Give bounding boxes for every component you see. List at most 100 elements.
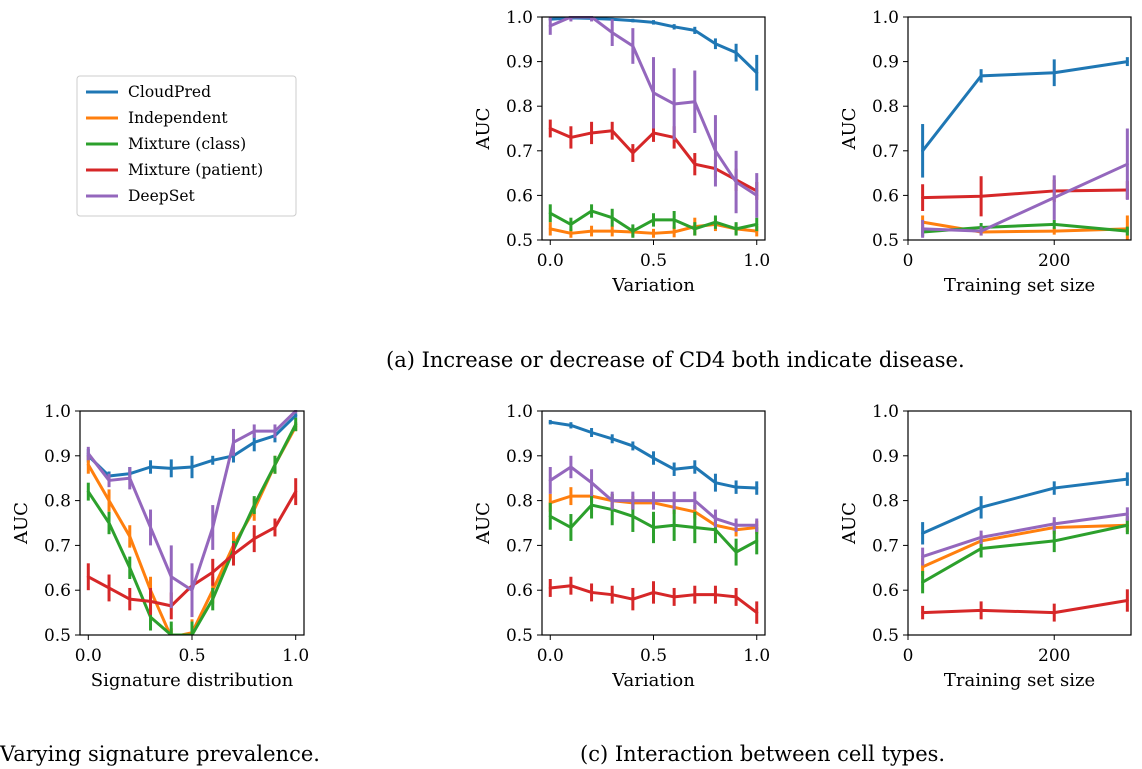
y-tick-label: 0.9 [44, 447, 71, 467]
x-axis-label: Signature distribution [91, 670, 294, 691]
y-tick-label: 0.7 [506, 142, 533, 162]
y-tick-label: 0.8 [506, 97, 533, 117]
y-tick-label: 0.6 [506, 581, 533, 601]
y-tick-label: 0.7 [872, 142, 899, 162]
chart-a-training: 0.5 0.6 0.7 0.8 0.9 1.0 0 200 Training set size A… [839, 8, 1132, 296]
y-tick-label: 0.5 [872, 231, 899, 251]
y-tick-label: 0.9 [872, 447, 899, 467]
y-tick-label: 0.6 [506, 186, 533, 206]
x-tick-label: 0.0 [537, 251, 564, 271]
series-mixture-class [921, 219, 1129, 237]
series-line-independent [921, 220, 1129, 234]
series-mixture-patient [548, 576, 759, 624]
legend-label: Mixture (patient) [128, 161, 263, 179]
legend-entry-mixture-patient: Mixture (patient) [86, 161, 263, 179]
plot-area [86, 410, 298, 635]
y-tick-label: 0.8 [872, 492, 899, 512]
plot-area [548, 419, 759, 624]
series-line-cloudpred [921, 477, 1129, 535]
legend-frame [76, 75, 297, 217]
series-mixture-class [548, 204, 759, 238]
legend-entry-mixture-class: Mixture (class) [86, 135, 246, 153]
y-tick-label: 0.7 [872, 536, 899, 556]
series-line-independent [921, 523, 1129, 569]
y-tick-label: 1.0 [872, 402, 899, 422]
y-tick-label: 0.9 [506, 447, 533, 467]
x-axis-label: Variation [611, 275, 695, 296]
y-tick-label: 0.6 [872, 186, 899, 206]
series-deepset [548, 455, 759, 532]
legend: CloudPred Independent Mixture (class) Mixtu… [76, 75, 297, 217]
x-axis-label: Training set size [944, 275, 1095, 296]
y-tick-label: 0.6 [44, 581, 71, 601]
plot-area [548, 16, 759, 238]
legend-label: Independent [128, 109, 228, 127]
series-line-mixture-patient [921, 188, 1129, 200]
y-tick-label: 0.5 [872, 626, 899, 646]
x-tick-label: 1.0 [282, 646, 309, 666]
y-axis-label: AUC [839, 502, 860, 545]
legend-entry-independent: Independent [86, 109, 228, 127]
axes-frame [907, 16, 1132, 241]
y-tick-label: 0.5 [44, 626, 71, 646]
y-tick-label: 0.9 [872, 53, 899, 73]
axes-frame [907, 410, 1132, 636]
y-tick-label: 0.8 [44, 492, 71, 512]
caption-a: (a) Increase or decrease of CD4 both ind… [386, 348, 965, 372]
series-line-deepset [921, 512, 1129, 559]
legend-label: CloudPred [128, 83, 211, 101]
series-mixture-patient [548, 119, 759, 200]
y-tick-label: 0.8 [872, 97, 899, 117]
series-deepset [548, 16, 759, 218]
series-cloudpred [921, 472, 1129, 545]
chart-c-training: 0.5 0.6 0.7 0.8 0.9 1.0 0 200 Training set size A… [839, 402, 1132, 691]
x-tick-label: 0.0 [75, 646, 102, 666]
legend-entry-deepset: DeepSet [86, 187, 195, 205]
series-line-cloudpred [921, 60, 1129, 153]
series-line-mixture-class [86, 422, 298, 635]
y-tick-label: 1.0 [872, 8, 899, 28]
y-tick-label: 0.7 [44, 536, 71, 556]
series-mixture-class [86, 417, 298, 635]
series-cloudpred [921, 57, 1129, 178]
y-tick-label: 1.0 [506, 402, 533, 422]
caption-b: Varying signature prevalence. [0, 742, 320, 766]
x-tick-label: 0 [903, 646, 914, 666]
y-tick-label: 0.7 [506, 536, 533, 556]
x-tick-label: 200 [1038, 646, 1070, 666]
x-tick-label: 1.0 [743, 251, 770, 271]
series-mixture-patient [921, 589, 1129, 622]
x-tick-label: 0.5 [178, 646, 205, 666]
x-axis-label: Training set size [944, 670, 1095, 691]
y-tick-label: 0.5 [506, 626, 533, 646]
y-tick-label: 1.0 [44, 402, 71, 422]
panels: 0.50.60.70.80.91.00.0 0.5 1.0VariationAUC0… [11, 8, 1132, 691]
caption-c: (c) Interaction between cell types. [580, 742, 945, 766]
series-deepset [86, 410, 298, 618]
plot-area [921, 57, 1129, 240]
series-cloudpred [86, 413, 298, 481]
y-axis-label: AUC [473, 502, 494, 545]
y-tick-label: 1.0 [506, 8, 533, 28]
series-deepset [921, 507, 1129, 566]
y-tick-label: 0.9 [506, 53, 533, 73]
series-line-deepset [921, 162, 1129, 233]
series-line-mixture-class [921, 523, 1129, 584]
y-tick-label: 0.5 [506, 231, 533, 251]
x-tick-label: 1.0 [743, 646, 770, 666]
series-deepset [921, 128, 1129, 238]
legend-label: Mixture (class) [128, 135, 246, 153]
x-tick-label: 0.5 [640, 646, 667, 666]
legend-entry-cloudpred: CloudPred [86, 83, 211, 101]
x-tick-label: 0 [903, 251, 914, 271]
series-line-mixture-patient [921, 599, 1129, 615]
y-axis-label: AUC [11, 502, 32, 545]
y-axis-label: AUC [839, 108, 860, 151]
x-tick-label: 200 [1038, 251, 1070, 271]
x-tick-label: 0.0 [537, 646, 564, 666]
x-axis-label: Variation [611, 670, 695, 691]
x-tick-label: 0.5 [640, 251, 667, 271]
